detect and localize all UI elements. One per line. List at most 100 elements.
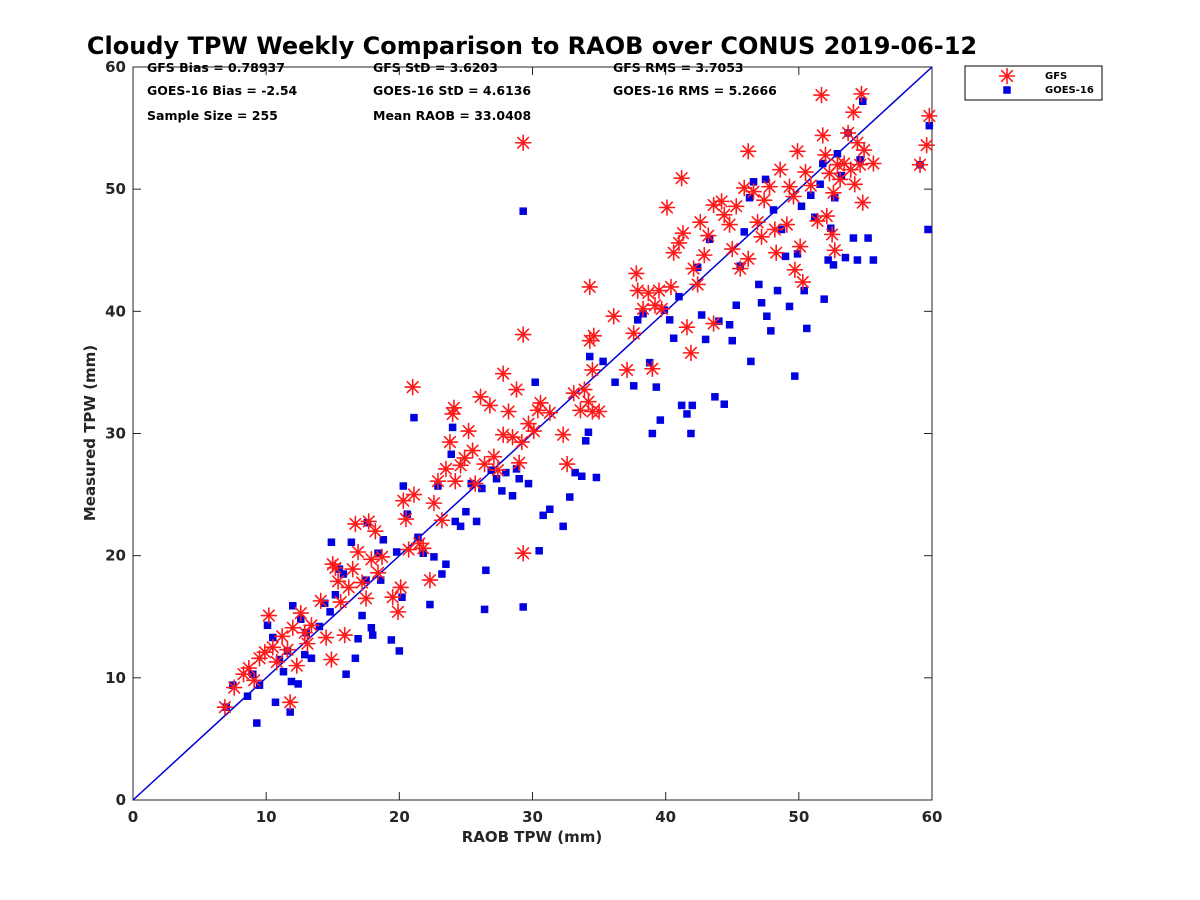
gfs-point xyxy=(264,638,282,656)
goes-16-point xyxy=(326,608,334,616)
gfs-point xyxy=(384,588,401,606)
goes-16-point xyxy=(629,382,638,390)
goes-16-point xyxy=(524,479,533,488)
goes-16-point xyxy=(519,207,527,215)
gfs-point xyxy=(349,543,367,561)
gfs-point xyxy=(415,540,432,557)
goes-16-point xyxy=(442,560,450,568)
gfs-point xyxy=(735,179,753,197)
y-tick-label: 60 xyxy=(105,58,126,76)
gfs-point xyxy=(336,626,354,644)
gfs-point xyxy=(865,155,882,172)
stat-goes-rms: GOES-16 RMS = 5.2666 xyxy=(613,83,777,98)
gfs-point xyxy=(721,216,738,233)
goes-16-point xyxy=(656,416,665,424)
goes-16-point xyxy=(701,335,710,344)
gfs-point xyxy=(640,284,657,302)
gfs-point xyxy=(363,551,380,568)
gfs-point xyxy=(745,183,762,200)
gfs-point xyxy=(731,260,749,277)
goes-16-point xyxy=(859,97,867,105)
y-tick-label: 30 xyxy=(105,425,126,443)
goes-16-point xyxy=(677,401,686,410)
gfs-point xyxy=(749,213,766,231)
goes-16-point xyxy=(763,312,771,320)
gfs-point xyxy=(529,401,547,419)
gfs-point xyxy=(685,260,702,277)
x-tick-label: 60 xyxy=(922,808,943,826)
goes-16-point xyxy=(833,149,842,158)
stat-mean-raob: Mean RAOB = 33.0408 xyxy=(373,108,531,123)
gfs-point xyxy=(476,455,493,473)
gfs-point xyxy=(485,448,503,466)
gfs-point xyxy=(389,603,407,621)
goes-16-point xyxy=(720,400,729,408)
goes-16-point xyxy=(669,334,678,342)
gfs-point xyxy=(767,244,785,261)
goes-16-point xyxy=(757,299,766,307)
gfs-point xyxy=(921,107,938,125)
gfs-point xyxy=(216,698,234,716)
gfs-point xyxy=(400,541,417,558)
x-tick-label: 40 xyxy=(655,808,676,826)
gfs-point xyxy=(576,381,593,398)
gfs-point xyxy=(625,325,643,342)
y-tick-label: 40 xyxy=(105,302,126,320)
gfs-point xyxy=(766,221,784,238)
gfs-point xyxy=(303,617,320,634)
gfs-point xyxy=(437,460,455,478)
gfs-point xyxy=(312,592,330,610)
goes-16-point xyxy=(472,517,481,526)
gfs-point xyxy=(472,388,489,406)
goes-16-point xyxy=(853,256,862,264)
goes-16-point xyxy=(769,206,778,214)
gfs-point xyxy=(739,142,757,160)
gfs-point xyxy=(508,381,525,398)
tick-marks xyxy=(132,66,933,801)
goes-16-point xyxy=(781,252,790,261)
gfs-point xyxy=(288,657,306,674)
gfs-point xyxy=(494,426,512,444)
gfs-point xyxy=(845,103,862,121)
gfs-point xyxy=(665,244,682,261)
goes-16-point xyxy=(797,202,806,211)
goes-16-point xyxy=(546,505,554,513)
gfs-point xyxy=(367,522,384,540)
goes-16-point xyxy=(478,484,486,493)
gfs-point xyxy=(504,428,521,446)
goes-16-point xyxy=(767,327,775,335)
legend-goes-16-symbol xyxy=(1003,86,1011,94)
goes-16-point xyxy=(351,654,360,663)
legend-gfs-symbol xyxy=(998,67,1016,85)
chart-title: Cloudy TPW Weekly Comparison to RAOB ove… xyxy=(87,32,977,60)
gfs-point xyxy=(628,265,645,282)
gfs-point xyxy=(532,394,549,412)
goes-16-point xyxy=(841,253,850,262)
gfs-point xyxy=(618,361,636,379)
goes-16-point xyxy=(315,622,324,631)
goes-16-point xyxy=(379,536,388,544)
goes-16-point xyxy=(688,401,697,410)
gfs-point xyxy=(699,227,717,244)
legend-gfs-label: GFS xyxy=(1045,71,1067,82)
gfs-point xyxy=(739,250,757,268)
gfs-point xyxy=(444,405,461,423)
gfs-point xyxy=(251,649,268,667)
x-tick-label: 10 xyxy=(256,808,277,826)
goes-16-point xyxy=(869,256,878,264)
gfs-point xyxy=(823,226,841,243)
goes-16-point xyxy=(675,292,683,301)
goes-16-point xyxy=(387,636,396,644)
gfs-point xyxy=(554,426,572,444)
goes-16-point xyxy=(515,474,523,483)
gfs-point xyxy=(446,472,464,490)
gfs-point xyxy=(691,213,709,231)
goes-16-point xyxy=(829,261,838,269)
gfs-point xyxy=(818,207,836,225)
gfs-point xyxy=(329,573,347,590)
gfs-point xyxy=(284,619,302,637)
gfs-point xyxy=(785,188,802,205)
goes-16-point xyxy=(368,631,377,639)
x-tick-label: 20 xyxy=(389,808,410,826)
goes-16-point xyxy=(599,357,607,366)
